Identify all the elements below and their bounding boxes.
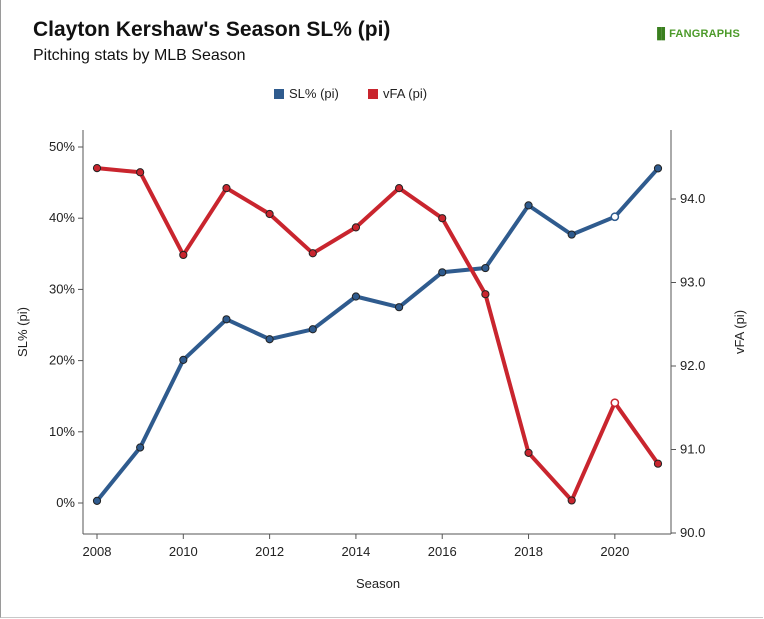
left-tick-label: 20% xyxy=(49,353,75,368)
legend-label: vFA (pi) xyxy=(383,86,427,101)
left-tick-label: 0% xyxy=(56,495,75,510)
chart-title: Clayton Kershaw's Season SL% (pi) xyxy=(33,18,391,41)
data-point xyxy=(308,325,317,334)
x-tick-label: 2008 xyxy=(83,544,112,559)
data-point xyxy=(610,212,620,222)
x-tick-label: 2016 xyxy=(428,544,457,559)
left-tick-label: 30% xyxy=(49,281,75,296)
data-point xyxy=(394,184,404,193)
data-point xyxy=(136,168,145,177)
data-point xyxy=(308,249,317,258)
data-point xyxy=(265,209,274,219)
data-point xyxy=(438,268,447,277)
x-tick-label: 2020 xyxy=(600,544,629,559)
left-tick-label: 50% xyxy=(49,139,75,154)
x-tick-label: 2012 xyxy=(255,544,284,559)
chart-subtitle: Pitching stats by MLB Season xyxy=(33,47,246,64)
data-point xyxy=(92,164,102,173)
data-point xyxy=(179,355,188,364)
legend-swatch xyxy=(368,89,378,99)
x-tick-label: 2010 xyxy=(169,544,198,559)
data-point xyxy=(92,496,102,505)
data-point xyxy=(136,443,145,452)
data-point xyxy=(481,290,490,299)
x-tick-label: 2014 xyxy=(341,544,370,559)
right-tick-label: 90.0 xyxy=(680,525,705,540)
right-tick-label: 91.0 xyxy=(680,442,705,457)
left-axis-label: SL% (pi) xyxy=(15,307,30,357)
fangraphs-logo-icon: ▐▌ xyxy=(653,28,670,40)
data-point xyxy=(222,184,231,193)
data-point xyxy=(653,459,663,468)
data-point xyxy=(610,398,620,408)
right-tick-label: 93.0 xyxy=(680,275,705,290)
fangraphs-logo[interactable]: ▐▌FANGRAPHS xyxy=(653,28,740,40)
data-point xyxy=(351,223,361,232)
data-point xyxy=(265,335,274,344)
data-point xyxy=(481,263,490,273)
legend: SL% (pi) vFA (pi) xyxy=(274,86,427,101)
data-point xyxy=(524,448,533,457)
left-tick-label: 10% xyxy=(49,424,75,439)
series-lines xyxy=(95,166,660,503)
data-point xyxy=(524,201,533,210)
series-line xyxy=(95,166,660,503)
axes: 0% 10% 20% 30% 40% 50% 90.0 91.0 92.0 93.0 94.0 200… xyxy=(15,130,747,591)
left-tick-label: 40% xyxy=(49,210,75,225)
legend-label: SL% (pi) xyxy=(289,86,339,101)
x-axis-label: Season xyxy=(356,576,400,591)
data-point xyxy=(179,250,188,260)
legend-swatch xyxy=(274,89,284,99)
data-point xyxy=(438,214,447,223)
data-point xyxy=(653,164,663,173)
x-tick-label: 2018 xyxy=(514,544,543,559)
data-point xyxy=(567,230,576,239)
data-point xyxy=(222,315,231,324)
series-line xyxy=(95,166,660,503)
series-points xyxy=(92,164,663,505)
data-point xyxy=(394,303,404,312)
data-point xyxy=(567,496,576,505)
fangraphs-logo-text: FANGRAPHS xyxy=(669,28,740,40)
right-axis-label: vFA (pi) xyxy=(732,310,747,354)
right-tick-label: 92.0 xyxy=(680,358,705,373)
right-tick-label: 94.0 xyxy=(680,191,705,206)
data-point xyxy=(351,292,361,301)
